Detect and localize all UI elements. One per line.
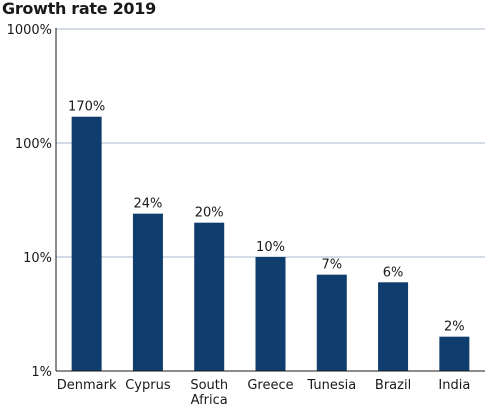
data-label: 24% [133, 197, 162, 212]
labels: 1% 10% 100% 1000% 170% Denmark 24% Cyprus 20% Sou… [7, 23, 471, 408]
x-tick-label: Greece [247, 378, 293, 393]
bar [439, 336, 470, 371]
bar [316, 274, 347, 371]
y-tick-label: 1000% [7, 23, 52, 38]
x-tick-label: Denmark [57, 378, 117, 393]
x-tick-label: South [190, 378, 228, 393]
x-tick-label: India [438, 378, 470, 393]
data-label: 170% [68, 100, 105, 115]
data-label: 7% [321, 258, 342, 273]
bars [71, 116, 470, 371]
chart-title: Growth rate 2019 [2, 0, 156, 18]
y-tick-label: 100% [15, 137, 52, 152]
data-label: 2% [444, 320, 465, 335]
data-label: 20% [195, 206, 224, 221]
y-tick-label: 10% [23, 251, 52, 266]
bar [194, 222, 225, 371]
data-label: 6% [383, 265, 404, 280]
data-label: 10% [256, 240, 285, 255]
x-tick-label: Brazil [375, 378, 411, 393]
grid-lines [56, 28, 485, 258]
bar [255, 257, 286, 371]
bar [378, 282, 409, 371]
bar [132, 213, 163, 371]
x-tick-label: Cyprus [125, 378, 171, 393]
bar [71, 116, 102, 371]
x-tick-label: Africa [191, 393, 228, 408]
axes [55, 28, 485, 372]
y-tick-label: 1% [31, 365, 52, 380]
x-tick-label: Tunesia [306, 378, 356, 393]
